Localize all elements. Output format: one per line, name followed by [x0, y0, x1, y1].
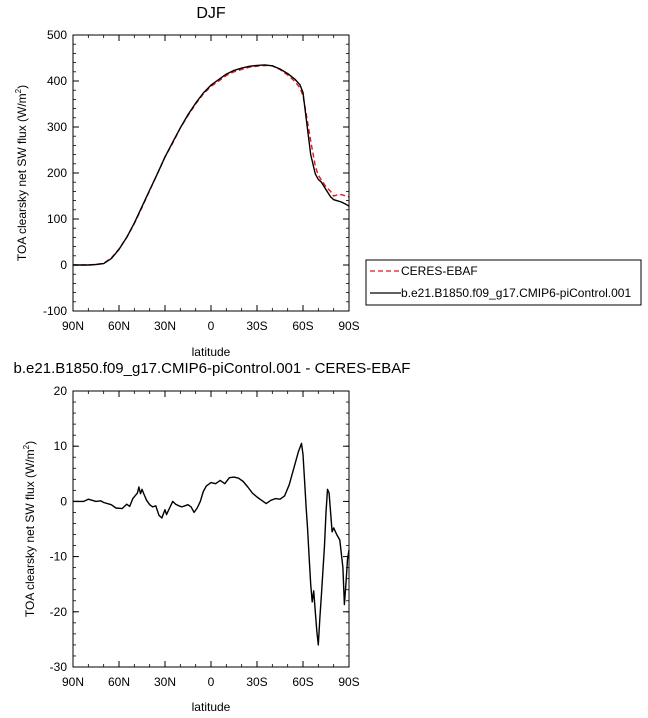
series-line-model [73, 64, 350, 266]
y-tick-label: -30 [50, 660, 68, 674]
x-tick-label: 60S [292, 675, 313, 689]
y-tick-label: 100 [47, 212, 67, 226]
series-line-ceres-ebaf [73, 64, 350, 266]
bottom-y-axis-label: TOA clearsky net SW flux (W/m2) [22, 441, 37, 617]
y-tick-label: 500 [47, 28, 67, 42]
legend: CERES-EBAF b.e21.B1850.f09_g17.CMIP6-piC… [365, 259, 642, 306]
series-line-difference [73, 442, 350, 646]
y-tick-label: 0 [60, 258, 67, 272]
y-tick-label: 20 [54, 384, 68, 398]
top-x-axis-label: latitude [192, 345, 231, 359]
legend-label-model: b.e21.B1850.f09_g17.CMIP6-piControl.001 [401, 286, 631, 300]
bottom-chart-title: b.e21.B1850.f09_g17.CMIP6-piControl.001 … [14, 360, 411, 377]
top-y-axis-label: TOA clearsky net SW flux (W/m2) [14, 85, 29, 261]
y-tick-label: -100 [43, 304, 67, 318]
x-tick-label: 90S [338, 319, 359, 333]
x-tick-label: 90N [62, 319, 84, 333]
bottom-x-tick-labels: 90N 60N 30N 0 30S 60S 90S [62, 675, 360, 689]
top-x-tick-labels: 90N 60N 30N 0 30S 60S 90S [62, 319, 360, 333]
top-plot-series [73, 64, 350, 266]
x-tick-label: 90N [62, 675, 84, 689]
x-tick-label: 0 [208, 675, 215, 689]
y-tick-label: 200 [47, 166, 67, 180]
y-tick-label: 400 [47, 74, 67, 88]
x-tick-label: 30N [154, 675, 176, 689]
legend-label-ceres: CERES-EBAF [401, 264, 478, 278]
top-y-tick-labels: -100 0 100 200 300 400 500 [43, 28, 67, 318]
y-tick-label: -10 [50, 550, 68, 564]
x-tick-label: 0 [208, 319, 215, 333]
y-tick-label: 300 [47, 120, 67, 134]
bottom-plot-series [73, 442, 350, 646]
x-tick-label: 60N [108, 675, 130, 689]
top-plot-frame [72, 34, 350, 312]
x-tick-label: 30N [154, 319, 176, 333]
y-tick-label: 10 [54, 439, 68, 453]
y-tick-label: -20 [50, 605, 68, 619]
y-tick-label: 0 [60, 494, 67, 508]
top-panel: DJF -100 0 100 200 300 400 500 90N 60N 30N 0 30S 60… [14, 5, 360, 359]
x-tick-label: 60S [292, 319, 313, 333]
bottom-plot-frame [72, 390, 350, 668]
x-tick-label: 60N [108, 319, 130, 333]
bottom-x-axis-label: latitude [192, 700, 231, 714]
top-axis-ticks [72, 34, 350, 312]
x-tick-label: 30S [246, 675, 267, 689]
x-tick-label: 90S [338, 675, 359, 689]
bottom-y-tick-labels: -30 -20 -10 0 10 20 [50, 384, 68, 674]
legend-box [365, 259, 642, 306]
top-chart-title: DJF [196, 5, 226, 22]
x-tick-label: 30S [246, 319, 267, 333]
bottom-panel: b.e21.B1850.f09_g17.CMIP6-piControl.001 … [14, 360, 411, 714]
